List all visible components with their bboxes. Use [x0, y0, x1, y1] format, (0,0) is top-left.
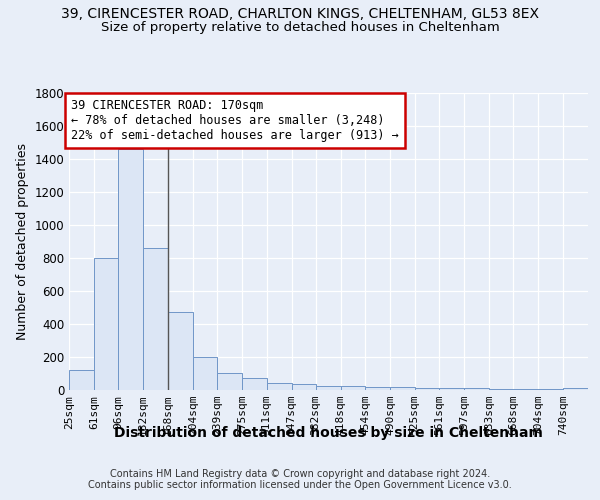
Bar — [514, 389, 538, 390]
Bar — [391, 386, 415, 390]
Text: 39 CIRENCESTER ROAD: 170sqm
← 78% of detached houses are smaller (3,248)
22% of : 39 CIRENCESTER ROAD: 170sqm ← 78% of det… — [71, 99, 399, 142]
Y-axis label: Number of detached properties: Number of detached properties — [16, 143, 29, 340]
Bar — [439, 388, 464, 390]
Bar — [316, 386, 341, 390]
Text: Distribution of detached houses by size in Cheltenham: Distribution of detached houses by size … — [115, 426, 543, 440]
Bar — [341, 386, 365, 390]
Bar — [242, 378, 266, 390]
Bar — [94, 258, 118, 390]
Text: Contains public sector information licensed under the Open Government Licence v3: Contains public sector information licen… — [88, 480, 512, 490]
Bar — [143, 248, 168, 390]
Text: 39, CIRENCESTER ROAD, CHARLTON KINGS, CHELTENHAM, GL53 8EX: 39, CIRENCESTER ROAD, CHARLTON KINGS, CH… — [61, 8, 539, 22]
Bar — [415, 388, 439, 390]
Bar — [168, 312, 193, 390]
Bar — [538, 389, 563, 390]
Bar — [118, 148, 143, 390]
Bar — [266, 382, 292, 390]
Bar — [193, 357, 217, 390]
Bar — [464, 388, 489, 390]
Bar — [365, 386, 391, 390]
Bar — [563, 388, 588, 390]
Text: Size of property relative to detached houses in Cheltenham: Size of property relative to detached ho… — [101, 21, 499, 34]
Bar — [69, 370, 94, 390]
Bar — [489, 389, 514, 390]
Text: Contains HM Land Registry data © Crown copyright and database right 2024.: Contains HM Land Registry data © Crown c… — [110, 469, 490, 479]
Bar — [217, 372, 242, 390]
Bar — [292, 384, 316, 390]
